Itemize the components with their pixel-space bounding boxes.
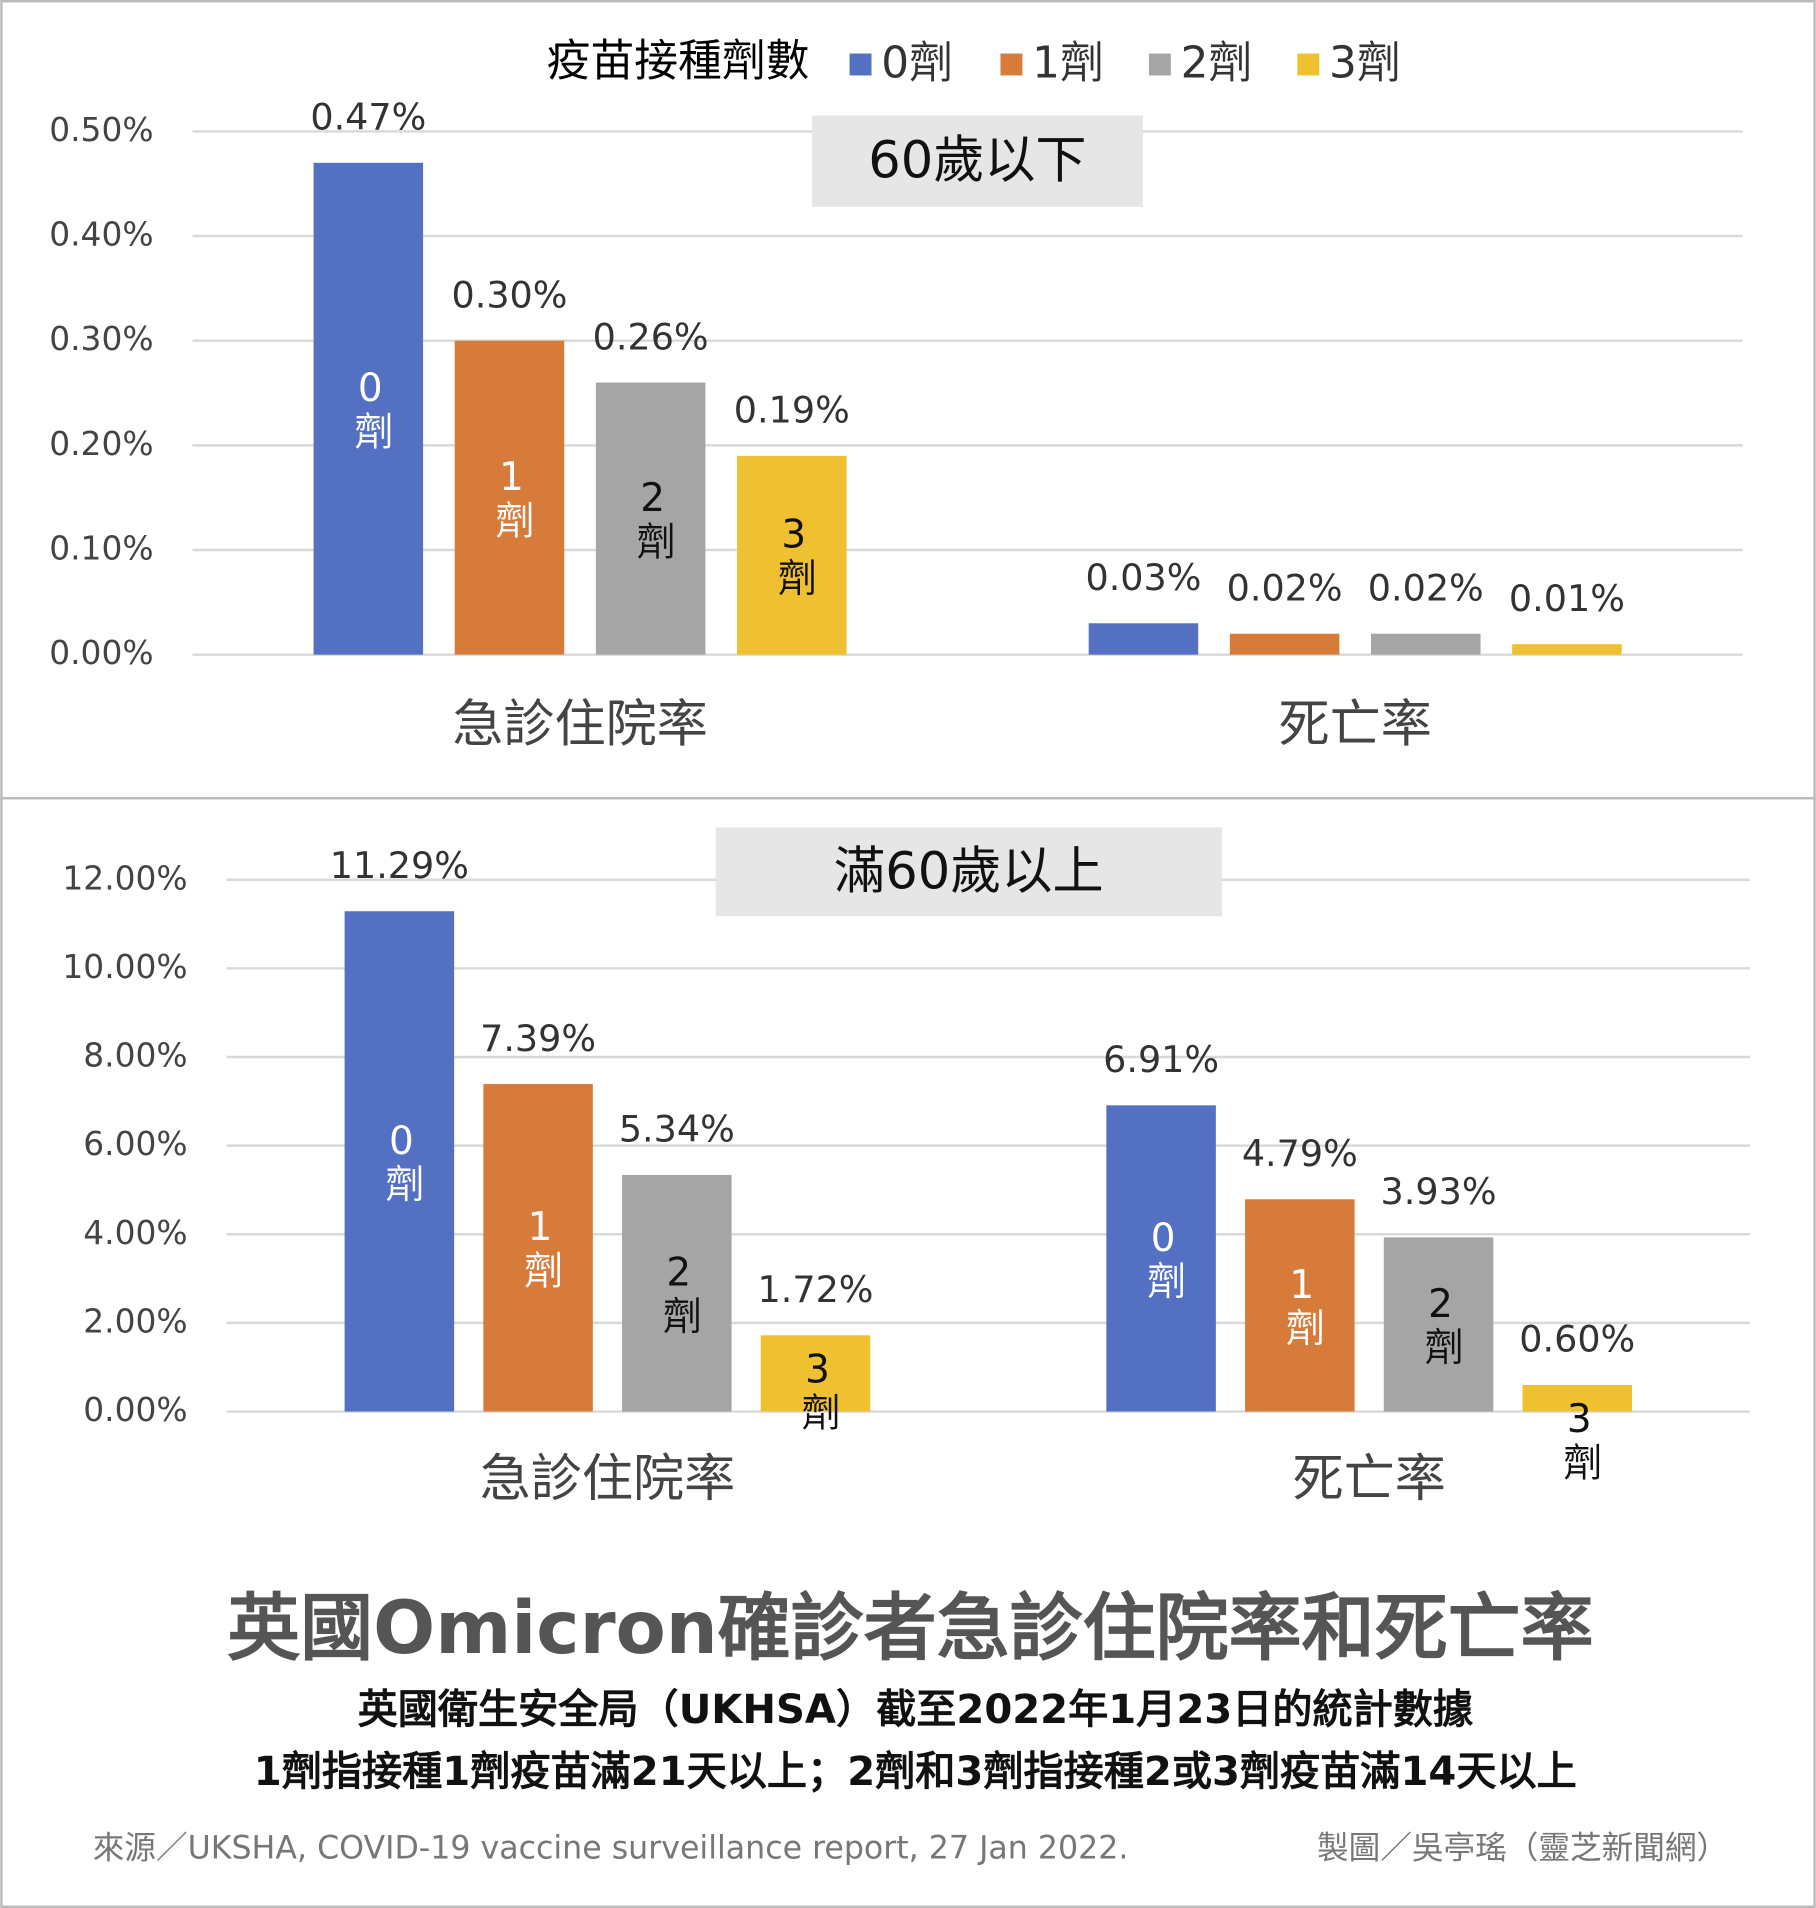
y-tick-label: 2.00%	[83, 1302, 187, 1340]
bar	[483, 1084, 593, 1412]
bar-inner-label: 2劑	[630, 476, 675, 560]
bar	[595, 382, 706, 655]
chart-title: 滿60歲以上	[834, 842, 1103, 901]
bar	[1522, 1384, 1633, 1412]
value-label: 0.60%	[1519, 1318, 1635, 1361]
bar	[1245, 1199, 1355, 1412]
legend-label: 0劑	[881, 38, 953, 89]
bar	[1512, 644, 1622, 655]
legend-label: 3劑	[1329, 38, 1401, 89]
value-label: 6.91%	[1103, 1038, 1219, 1081]
bar-inner-label: 0劑	[1141, 1216, 1186, 1300]
bar	[313, 162, 424, 655]
x-tick-label: 死亡率	[1279, 696, 1432, 755]
bar	[1371, 633, 1481, 655]
bar-inner-label: 3劑	[795, 1347, 840, 1431]
bar	[1088, 623, 1199, 655]
value-label: 4.79%	[1242, 1132, 1358, 1175]
y-tick-label: 0.40%	[49, 216, 153, 254]
legend-title: 疫苗接種劑數	[547, 35, 810, 86]
bar-inner-label: 3劑	[1557, 1397, 1602, 1481]
y-tick-label: 0.10%	[49, 530, 153, 568]
bar-inner-label: 2劑	[1418, 1282, 1463, 1366]
value-label: 1.72%	[758, 1268, 874, 1311]
bar	[760, 1335, 871, 1412]
legend-swatch	[1148, 53, 1171, 76]
x-tick-label: 急診住院率	[452, 696, 707, 755]
bar-inner-label: 2劑	[656, 1251, 701, 1335]
bar	[737, 455, 847, 655]
main-title: 英國Omicron確診者急診住院率和死亡率	[227, 1586, 1594, 1671]
value-label: 0.03%	[1085, 556, 1201, 599]
value-label: 0.30%	[452, 273, 568, 316]
value-label: 0.26%	[593, 315, 709, 358]
credit: 製圖／吳亭瑤（靈芝新聞網）	[1317, 1831, 1728, 1867]
y-tick-label: 0.20%	[49, 425, 153, 463]
bar	[454, 340, 565, 655]
legend-label: 2劑	[1181, 38, 1253, 89]
bar	[622, 1174, 732, 1412]
title-box	[811, 115, 1143, 207]
y-tick-label: 0.00%	[83, 1391, 187, 1429]
value-label: 5.34%	[619, 1108, 735, 1151]
y-tick-label: 0.00%	[49, 634, 153, 672]
subtitle: 1劑指接種1劑疫苗滿21天以上；2劑和3劑指接種2或3劑疫苗滿14天以上	[254, 1749, 1577, 1795]
value-label: 0.02%	[1227, 566, 1343, 609]
value-label: 0.19%	[734, 389, 850, 432]
value-label: 3.93%	[1381, 1170, 1497, 1213]
value-label: 0.01%	[1509, 577, 1625, 620]
y-tick-label: 12.00%	[62, 859, 187, 897]
y-tick-label: 6.00%	[83, 1125, 187, 1163]
y-tick-label: 8.00%	[83, 1037, 187, 1075]
y-tick-label: 0.30%	[49, 320, 153, 358]
title-box	[715, 827, 1222, 917]
y-tick-label: 4.00%	[83, 1214, 187, 1252]
bar	[1383, 1237, 1494, 1412]
bar-inner-label: 1劑	[489, 455, 534, 539]
bar-inner-label: 0劑	[379, 1119, 424, 1203]
bar-inner-label: 0劑	[348, 366, 393, 450]
value-label: 0.02%	[1368, 566, 1484, 609]
bar	[1106, 1105, 1216, 1412]
bar-inner-label: 1劑	[518, 1205, 563, 1289]
x-tick-label: 死亡率	[1293, 1450, 1446, 1509]
y-tick-label: 10.00%	[62, 948, 187, 986]
legend-label: 1劑	[1032, 38, 1104, 89]
y-tick-label: 0.50%	[49, 111, 153, 149]
value-label: 7.39%	[480, 1017, 596, 1060]
bar	[344, 911, 455, 1412]
value-label: 11.29%	[330, 844, 469, 887]
source: 來源／UKSHA, COVID-19 vaccine surveillance …	[93, 1831, 1129, 1867]
bar-inner-label: 3劑	[771, 513, 816, 597]
bar-inner-label: 1劑	[1279, 1263, 1324, 1347]
legend-swatch	[1297, 53, 1320, 76]
x-tick-label: 急診住院率	[480, 1450, 735, 1509]
legend-swatch	[849, 53, 872, 76]
legend-swatch	[1000, 53, 1023, 76]
chart-title: 60歲以下	[868, 132, 1086, 191]
bar	[1229, 633, 1340, 655]
subtitle: 英國衛生安全局（UKHSA）截至2022年1月23日的統計數據	[358, 1687, 1474, 1733]
value-label: 0.47%	[310, 96, 426, 139]
